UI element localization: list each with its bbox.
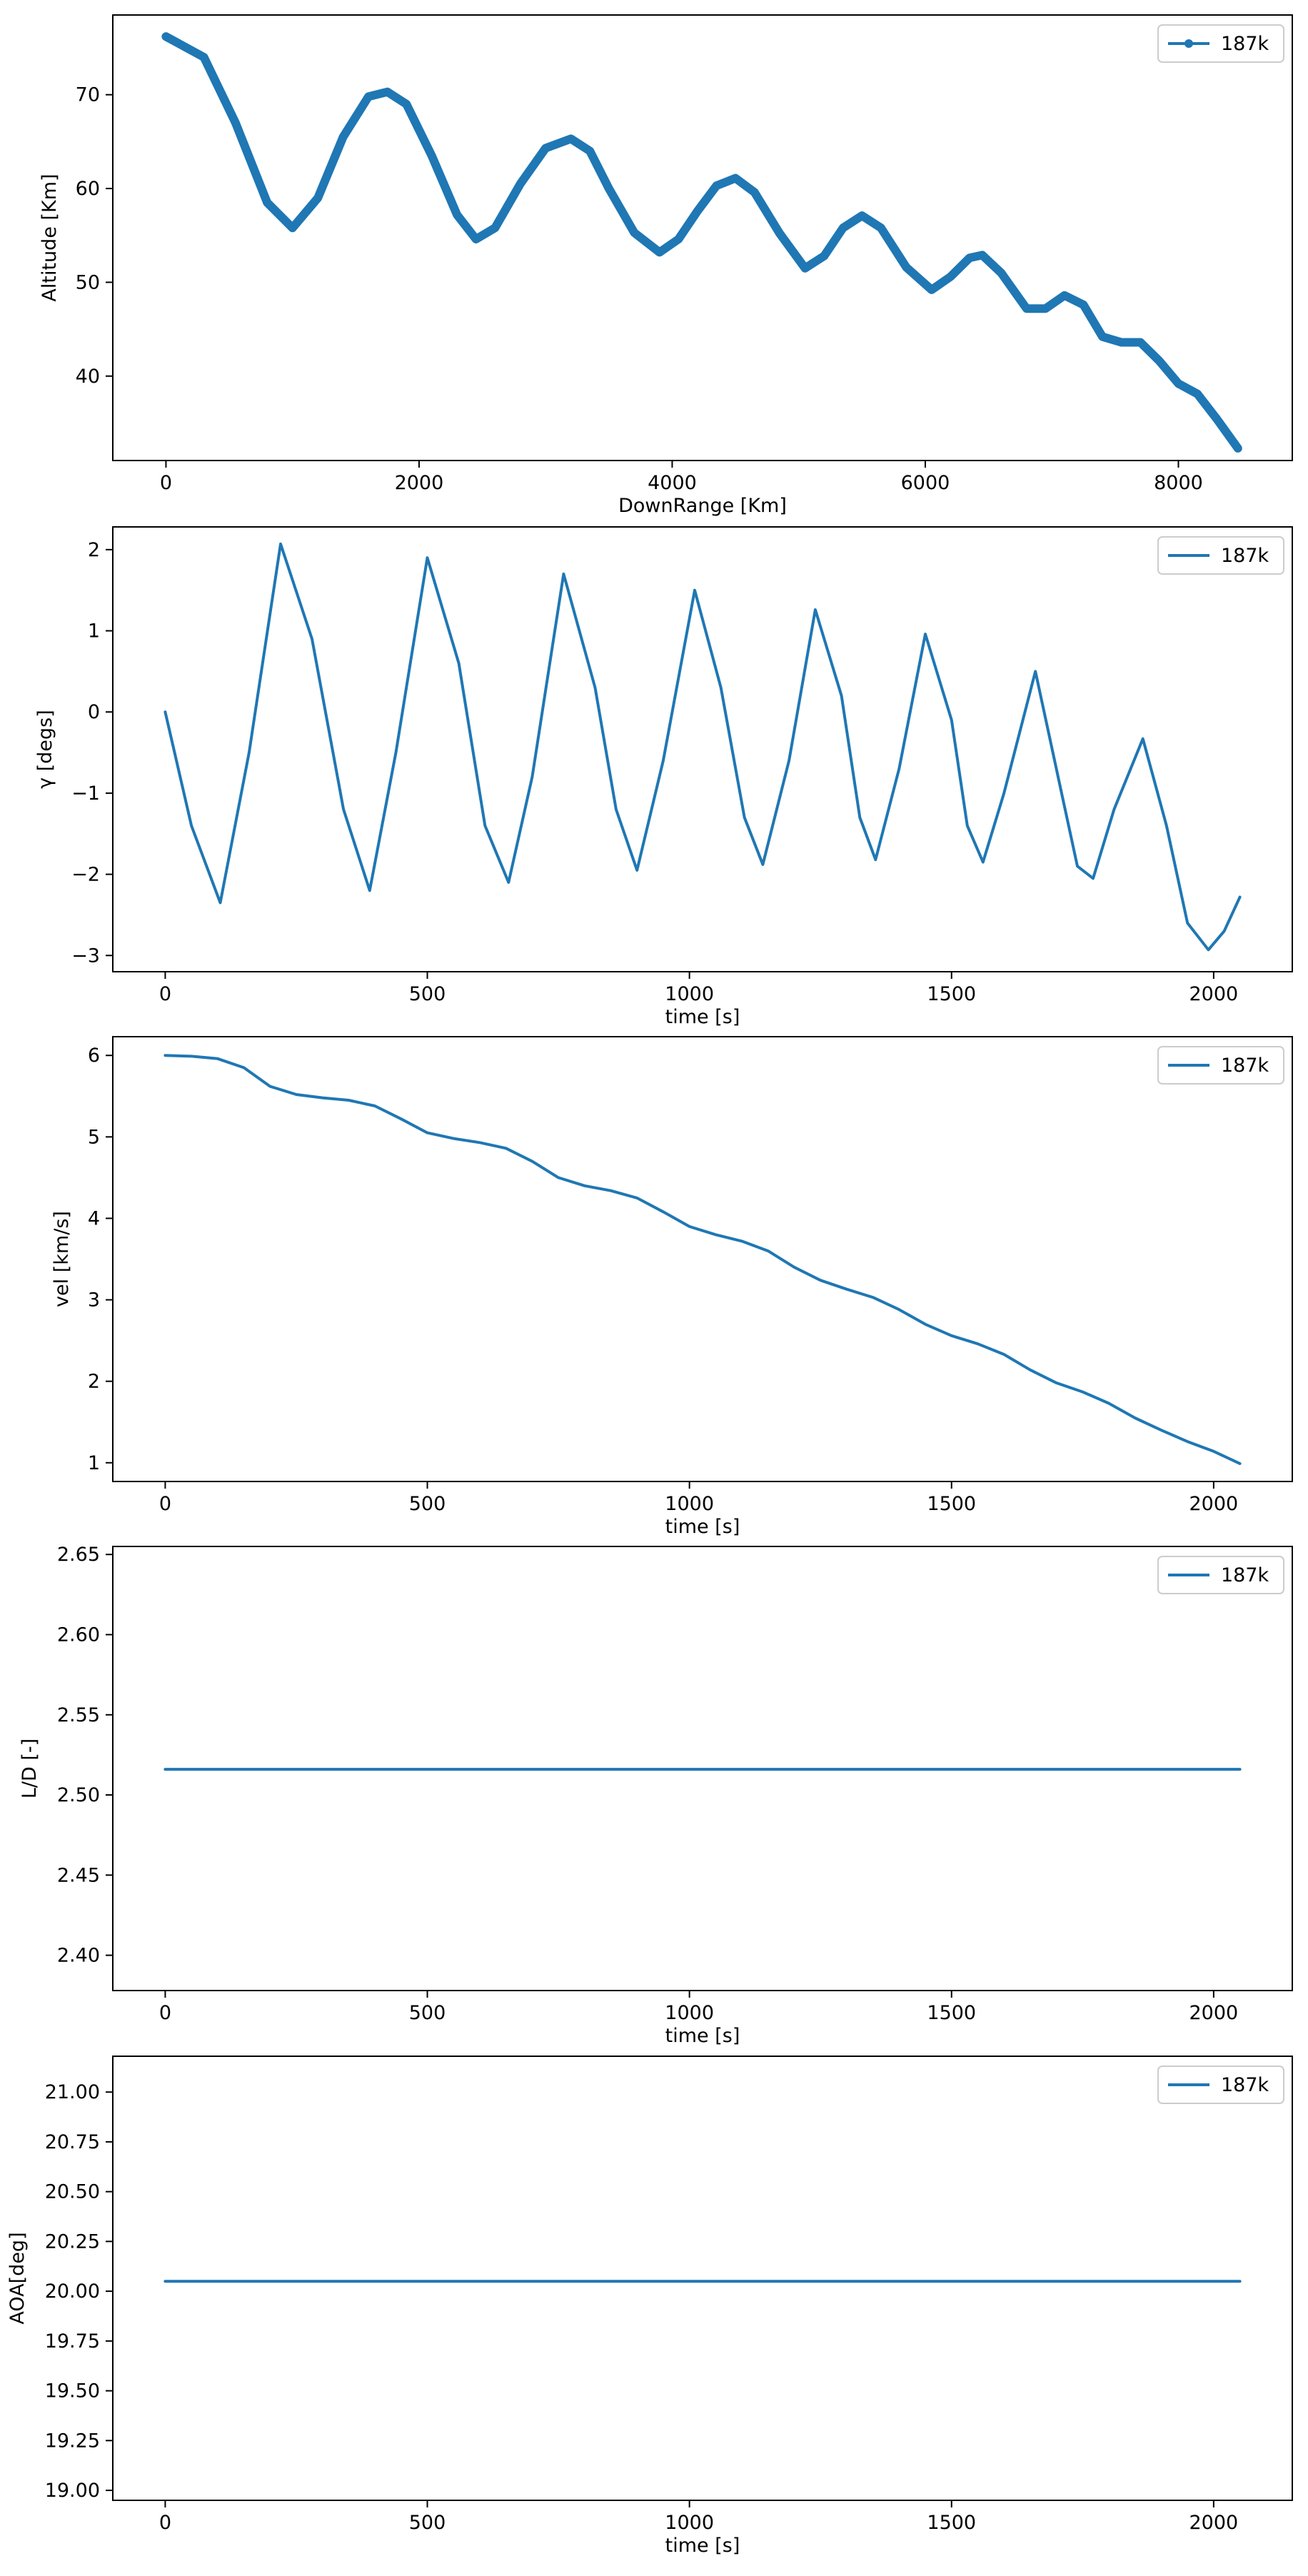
y-tick-label: 20.50 bbox=[45, 2181, 100, 2203]
x-tick-label: 2000 bbox=[1189, 983, 1239, 1005]
series-line bbox=[164, 542, 1242, 952]
y-tick-label: 2.40 bbox=[57, 1945, 100, 1967]
x-tick-label: 500 bbox=[409, 2002, 446, 2024]
axes-frame bbox=[112, 526, 1293, 972]
y-tick-label: −1 bbox=[71, 783, 100, 805]
x-tick-label: 1000 bbox=[665, 983, 714, 1005]
y-tick-label: 70 bbox=[76, 84, 100, 106]
y-tick-label: 20.25 bbox=[45, 2230, 100, 2253]
legend-label: 187k bbox=[1221, 1564, 1269, 1586]
y-tick-label: 2 bbox=[88, 1371, 100, 1393]
y-tick-label: 2.55 bbox=[57, 1704, 100, 1726]
y-tick-label: 0 bbox=[88, 701, 100, 723]
subplot-4: 0 500 1000 1500 2000 2.40 2.45 2.50 2.55 2.60 2.65… bbox=[19, 1544, 1293, 2047]
series-line bbox=[164, 1054, 1242, 1465]
legend-frame bbox=[1157, 536, 1284, 575]
x-tick-label: 2000 bbox=[1189, 1493, 1239, 1515]
y-tick-label: 19.50 bbox=[45, 2380, 100, 2403]
legend-frame bbox=[1157, 1046, 1284, 1085]
x-tick-label: 2000 bbox=[1189, 2002, 1239, 2024]
y-tick-label: 19.25 bbox=[45, 2430, 100, 2452]
x-tick-label: 2000 bbox=[1189, 2512, 1239, 2534]
x-tick-label: 1000 bbox=[665, 1493, 714, 1515]
legend: 187k bbox=[1157, 536, 1284, 575]
y-tick-label: 5 bbox=[88, 1126, 100, 1148]
y-tick-label: 19.75 bbox=[45, 2330, 100, 2353]
y-tick-label: −2 bbox=[71, 864, 100, 886]
x-tick-label: 500 bbox=[409, 1493, 446, 1515]
axes-frame bbox=[112, 2056, 1293, 2501]
y-axis-label: AOA[deg] bbox=[6, 2232, 29, 2324]
legend-label: 187k bbox=[1221, 33, 1269, 55]
subplot-2: 0 500 1000 1500 2000 −3 −2 −1 0 1 2 time [s] γ [degs… bbox=[34, 526, 1293, 1028]
x-tick-label: 0 bbox=[159, 2512, 171, 2534]
x-tick-label: 1500 bbox=[927, 1493, 976, 1515]
x-tick-label: 0 bbox=[160, 472, 172, 494]
y-tick-label: 60 bbox=[76, 178, 100, 200]
y-axis-label: vel [km/s] bbox=[51, 1211, 73, 1307]
axes-frame bbox=[112, 1036, 1293, 1482]
x-tick-label: 1500 bbox=[927, 983, 976, 1005]
x-tick-label: 6000 bbox=[901, 472, 950, 494]
y-tick-label: 20.75 bbox=[45, 2131, 100, 2153]
legend-label: 187k bbox=[1221, 2074, 1269, 2096]
x-axis-label: DownRange [Km] bbox=[618, 495, 787, 517]
y-tick-label: 2.65 bbox=[57, 1544, 100, 1566]
x-tick-label: 8000 bbox=[1154, 472, 1203, 494]
x-tick-label: 1000 bbox=[665, 2002, 714, 2024]
y-tick-label: 20.00 bbox=[45, 2280, 100, 2303]
y-tick-label: 50 bbox=[76, 271, 100, 293]
y-axis-label: γ [degs] bbox=[34, 710, 56, 789]
y-tick-label: 2.50 bbox=[57, 1784, 100, 1806]
y-tick-label: 2.45 bbox=[57, 1864, 100, 1886]
y-tick-label: 1 bbox=[88, 620, 100, 643]
legend: 187k bbox=[1157, 2066, 1284, 2104]
y-tick-label: 21.00 bbox=[45, 2081, 100, 2103]
axes-frame bbox=[112, 14, 1293, 461]
legend-label: 187k bbox=[1221, 1055, 1269, 1077]
y-tick-label: 2.60 bbox=[57, 1624, 100, 1646]
x-axis-label: time [s] bbox=[665, 2025, 740, 2047]
legend-frame bbox=[1157, 24, 1284, 63]
legend-marker bbox=[1184, 39, 1193, 48]
subplot-5: 0 500 1000 1500 2000 19.00 19.25 19.50 19.75 20.0… bbox=[6, 2056, 1293, 2557]
y-tick-label: 2 bbox=[88, 539, 100, 561]
y-tick-label: 1 bbox=[88, 1452, 100, 1474]
y-axis-label: Altitude [Km] bbox=[39, 173, 61, 301]
y-tick-label: 6 bbox=[88, 1045, 100, 1067]
legend: 187k bbox=[1157, 24, 1284, 63]
x-tick-label: 500 bbox=[409, 983, 446, 1005]
x-tick-label: 500 bbox=[409, 2512, 446, 2534]
legend-frame bbox=[1157, 2066, 1284, 2104]
y-tick-label: 19.00 bbox=[45, 2480, 100, 2502]
x-tick-label: 1500 bbox=[927, 2512, 976, 2534]
subplot-3: 0 500 1000 1500 2000 1 2 3 4 5 6 time [s] vel [km/s]… bbox=[51, 1036, 1293, 1538]
y-axis-label: L/D [-] bbox=[19, 1739, 41, 1798]
legend: 187k bbox=[1157, 1556, 1284, 1594]
x-tick-label: 0 bbox=[159, 983, 171, 1005]
y-tick-label: 3 bbox=[88, 1289, 100, 1312]
legend: 187k bbox=[1157, 1046, 1284, 1085]
x-tick-label: 1500 bbox=[927, 2002, 976, 2024]
x-tick-label: 0 bbox=[159, 1493, 171, 1515]
y-tick-label: 4 bbox=[88, 1207, 100, 1229]
y-tick-label: 40 bbox=[76, 366, 100, 388]
x-tick-label: 1000 bbox=[665, 2512, 714, 2534]
legend-frame bbox=[1157, 1556, 1284, 1594]
x-axis-label: time [s] bbox=[665, 1006, 740, 1028]
subplot-1: 0 2000 4000 6000 8000 40 50 60 70 DownRange [Km] A… bbox=[39, 14, 1293, 517]
x-axis-label: time [s] bbox=[665, 1516, 740, 1538]
y-tick-label: −3 bbox=[71, 945, 100, 967]
x-tick-label: 0 bbox=[159, 2002, 171, 2024]
x-axis-label: time [s] bbox=[665, 2535, 740, 2557]
legend-label: 187k bbox=[1221, 545, 1269, 567]
x-tick-label: 4000 bbox=[648, 472, 697, 494]
axes-frame bbox=[112, 1546, 1293, 1991]
series-line bbox=[161, 32, 1242, 453]
x-tick-label: 2000 bbox=[395, 472, 444, 494]
